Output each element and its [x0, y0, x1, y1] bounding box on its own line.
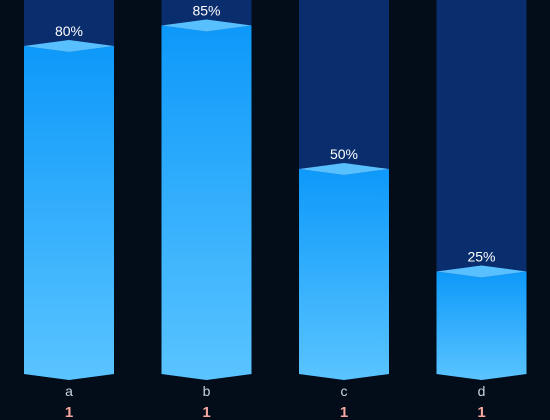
bar-cap-a	[24, 40, 114, 52]
sub-label-a: 1	[65, 404, 73, 420]
bar-d	[436, 271, 527, 380]
category-label-a: a	[65, 383, 73, 399]
sub-label-b: 1	[202, 404, 210, 420]
category-label-b: b	[203, 383, 211, 399]
value-label-c: 50%	[330, 146, 358, 162]
category-label-d: d	[478, 383, 486, 399]
value-label-b: 85%	[192, 3, 220, 19]
sub-label-c: 1	[340, 404, 348, 420]
bar-a	[24, 46, 114, 380]
category-label-c: c	[341, 383, 348, 399]
bar-cap-c	[299, 163, 389, 175]
bar-c	[299, 169, 389, 380]
bar-cap-d	[436, 265, 527, 278]
value-label-a: 80%	[55, 23, 83, 39]
bar-b	[161, 25, 252, 380]
chart-marks: 80% a 1 85% b 1 50% c 1 25% d 1	[24, 0, 527, 420]
sub-label-d: 1	[477, 404, 485, 420]
bar-cap-b	[161, 19, 252, 32]
value-label-d: 25%	[467, 249, 495, 265]
